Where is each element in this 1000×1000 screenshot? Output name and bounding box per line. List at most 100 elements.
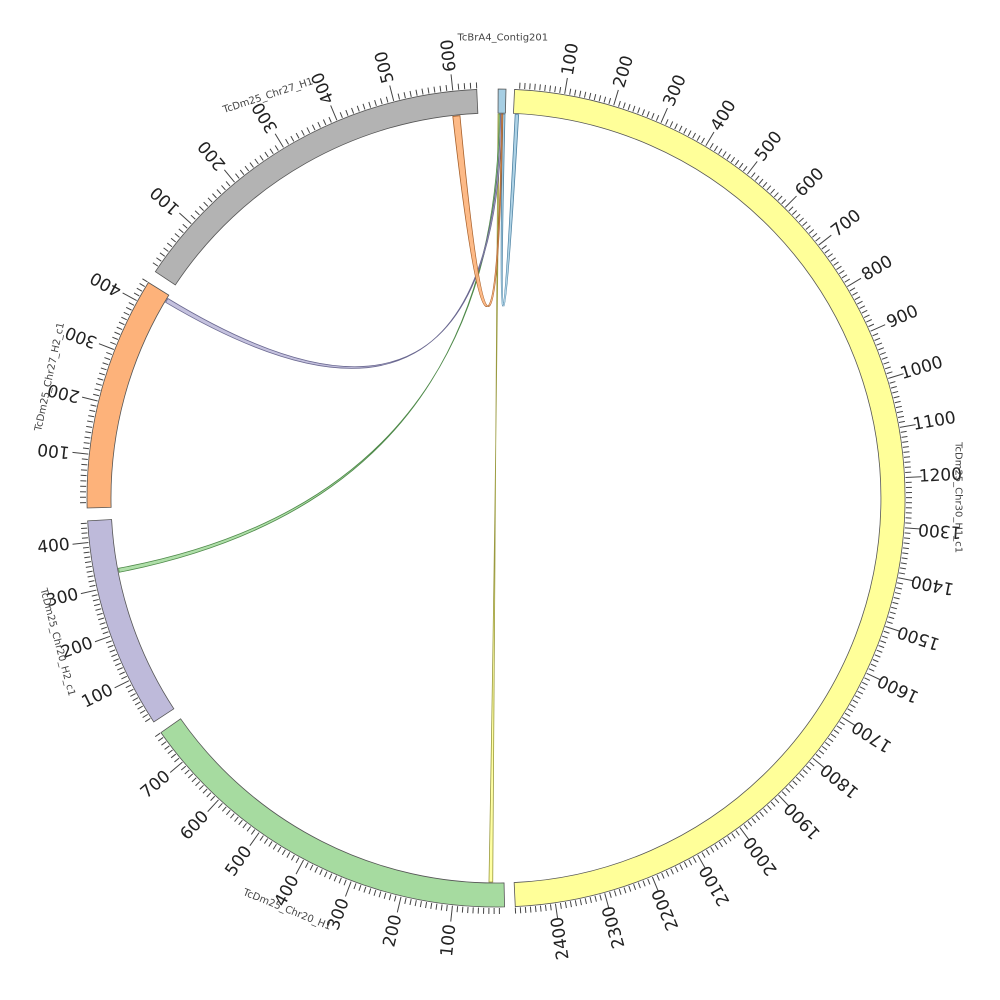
minor-tick-chr20_h1	[167, 749, 173, 755]
minor-tick-chr30_h1	[549, 904, 552, 911]
minor-tick-chr30_h1	[890, 386, 897, 389]
minor-tick-chr30_h1	[901, 557, 908, 560]
minor-tick-chr20_h1	[174, 757, 180, 763]
minor-tick-chr27_h2	[128, 302, 135, 306]
segment-name-chr30_h1: TcDm25_Chr30_H1_c1	[953, 441, 964, 553]
minor-tick-chr20_h1	[309, 864, 314, 871]
minor-tick-chr20_h2	[94, 603, 101, 607]
minor-tick-chr30_h1	[827, 253, 833, 258]
tick-label-chr30_h1: 1000	[898, 352, 945, 384]
major-tick-chr30_h1	[812, 757, 826, 769]
tick-label-chr30_h1: 1300	[918, 519, 963, 542]
minor-tick-chr30_h1	[815, 753, 822, 759]
major-tick-chr30_h1	[651, 876, 659, 892]
minor-tick-chr30_h1	[833, 261, 839, 266]
minor-tick-chr30_h1	[854, 695, 861, 700]
minor-tick-chr20_h2	[99, 622, 106, 625]
minor-tick-chr27_h1	[356, 105, 360, 112]
minor-tick-chr30_h1	[713, 145, 719, 152]
minor-tick-chr20_h1	[198, 784, 204, 790]
tick-label-chr20_h1: 100	[437, 923, 460, 957]
minor-tick-chr30_h1	[898, 420, 905, 423]
minor-tick-chr27_h2	[112, 336, 119, 340]
minor-tick-chr30_h1	[857, 300, 863, 305]
minor-tick-chr20_h1	[164, 745, 170, 750]
minor-tick-chr20_h2	[132, 697, 139, 702]
minor-tick-chr27_h1	[198, 206, 204, 211]
minor-tick-chr30_h1	[792, 780, 798, 786]
minor-tick-chr20_h1	[295, 857, 300, 864]
minor-tick-chr27_h2	[142, 278, 148, 283]
minor-tick-chr30_h1	[861, 309, 868, 314]
minor-tick-chr30_h1	[895, 587, 903, 590]
minor-tick-chr20_h1	[319, 869, 323, 876]
minor-tick-chr30_h1	[637, 107, 641, 114]
minor-tick-chr27_h1	[445, 84, 448, 92]
minor-tick-chr30_h1	[774, 798, 780, 804]
minor-tick-chr30_h1	[854, 296, 861, 301]
minor-tick-chr30_h1	[755, 814, 761, 821]
tick-label-chr30_h1: 2100	[696, 862, 735, 910]
minor-tick-chr27_h2	[97, 377, 104, 381]
minor-tick-chr27_h1	[244, 165, 250, 172]
minor-tick-chr30_h1	[669, 121, 674, 128]
minor-tick-chr30_h1	[809, 761, 815, 767]
minor-tick-chr30_h1	[579, 899, 582, 906]
minor-tick-chr20_h1	[234, 816, 239, 822]
minor-tick-chr30_h1	[903, 451, 910, 453]
major-tick-chr30_h1	[554, 903, 559, 920]
minor-tick-chr20_h2	[125, 684, 132, 689]
tick-label-chr30_h1: 1400	[909, 571, 955, 599]
minor-tick-chr20_h2	[111, 653, 118, 658]
minor-tick-chr30_h1	[628, 885, 632, 892]
minor-tick-chr20_h1	[230, 813, 235, 819]
minor-tick-chr20_h2	[130, 693, 136, 697]
minor-tick-chr30_h1	[896, 410, 903, 414]
minor-tick-chr27_h2	[136, 287, 143, 292]
major-tick-chr30_h1	[784, 195, 797, 208]
minor-tick-chr30_h1	[886, 621, 893, 624]
minor-tick-chr30_h1	[802, 769, 808, 775]
minor-tick-chr30_h1	[861, 681, 868, 686]
minor-tick-chr30_h1	[852, 699, 859, 704]
minor-tick-chr27_h1	[225, 181, 231, 187]
minor-tick-chr20_h2	[84, 556, 91, 559]
minor-tick-chr30_h1	[876, 649, 883, 653]
minor-tick-chr20_h1	[268, 841, 273, 847]
minor-tick-chr30_h1	[730, 156, 736, 163]
major-tick-chr30_h1	[778, 794, 790, 808]
minor-tick-chr27_h2	[133, 292, 140, 297]
minor-tick-chr20_h1	[388, 894, 392, 901]
minor-tick-chr30_h1	[881, 356, 888, 360]
major-tick-chr20_h1	[169, 761, 183, 773]
major-tick-chr30_h1	[842, 716, 857, 727]
segment-chr20_h1	[160, 718, 505, 908]
minor-tick-chr30_h1	[731, 833, 736, 839]
minor-tick-chr20_h1	[368, 888, 372, 895]
minor-tick-chr27_h1	[221, 185, 226, 191]
major-tick-chr30_h1	[905, 476, 922, 478]
minor-tick-chr30_h1	[889, 611, 896, 615]
major-tick-chr30_h1	[697, 854, 707, 870]
minor-tick-chr30_h1	[798, 217, 804, 223]
minor-tick-chr27_h1	[328, 116, 332, 123]
major-tick-chr27_h1	[274, 133, 284, 148]
minor-tick-chr30_h1	[883, 361, 890, 365]
segment-chr27_h1	[154, 89, 479, 286]
minor-tick-chr30_h1	[836, 265, 842, 270]
major-tick-chr20_h1	[396, 896, 402, 913]
minor-tick-chr30_h1	[878, 347, 885, 351]
minor-tick-chr27_h1	[190, 214, 196, 220]
minor-tick-chr30_h1	[884, 366, 891, 370]
minor-tick-chr30_h1	[791, 210, 797, 215]
minor-tick-chr27_h1	[295, 132, 300, 139]
segment-chr27_h2	[86, 281, 170, 509]
minor-tick-chr30_h1	[766, 805, 772, 811]
minor-tick-chr20_h2	[82, 546, 90, 549]
major-tick-chr30_h1	[660, 107, 668, 123]
major-tick-chr27_h1	[330, 105, 338, 121]
minor-tick-chr30_h1	[754, 175, 760, 181]
minor-tick-chr30_h1	[904, 532, 911, 534]
minor-tick-chr20_h2	[98, 617, 105, 621]
segment-name-chr27_h2: TcDm25_Chr27_H2_c1	[33, 321, 67, 433]
